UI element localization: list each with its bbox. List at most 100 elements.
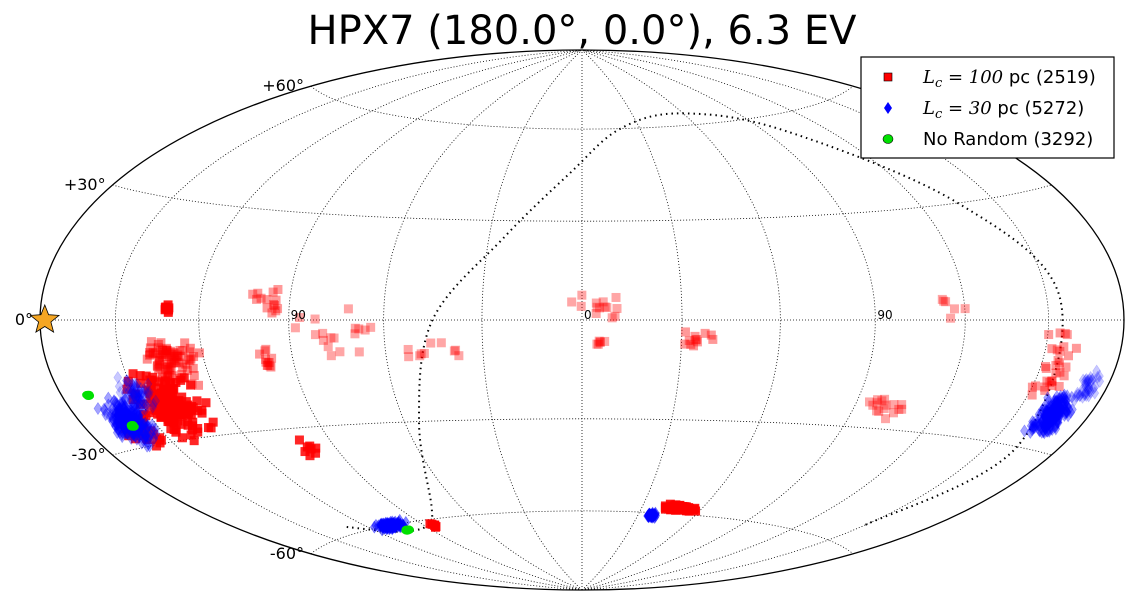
data-point: [690, 331, 700, 341]
data-point: [1047, 376, 1057, 386]
data-point: [165, 370, 175, 380]
data-point: [1048, 410, 1058, 424]
data-point: [161, 364, 171, 374]
data-point: [161, 345, 171, 355]
data-point: [183, 420, 193, 430]
data-point: [1052, 403, 1062, 417]
data-point: [1049, 406, 1059, 420]
data-point: [130, 429, 140, 443]
data-point: [1042, 407, 1052, 421]
data-point: [1035, 410, 1044, 424]
data-point: [1063, 409, 1073, 423]
data-point: [117, 425, 127, 439]
data-point: [138, 418, 148, 432]
data-point: [1055, 346, 1065, 356]
data-point: [1044, 423, 1054, 437]
data-point: [607, 313, 617, 323]
data-point: [111, 420, 120, 434]
data-point: [1062, 330, 1072, 340]
data-point: [152, 362, 162, 372]
data-point: [1039, 418, 1048, 432]
data-point: [1050, 404, 1060, 419]
data-point: [387, 519, 397, 534]
data-point: [1047, 422, 1057, 437]
data-point: [881, 400, 891, 410]
data-point: [127, 385, 137, 399]
data-point: [354, 347, 364, 357]
data-point: [389, 518, 399, 532]
data-point: [189, 436, 199, 446]
data-point: [193, 427, 203, 437]
data-point: [121, 412, 130, 426]
data-point: [273, 304, 283, 314]
data-point: [1055, 403, 1065, 417]
data-point: [1045, 377, 1055, 387]
data-point: [132, 383, 142, 397]
data-point: [390, 519, 400, 533]
data-point: [264, 358, 274, 368]
data-point: [1030, 381, 1040, 391]
data-point: [1050, 393, 1059, 407]
data-point: [1051, 400, 1061, 414]
data-point: [449, 346, 459, 356]
data-point: [1045, 411, 1055, 425]
data-point: [393, 516, 403, 530]
data-point: [203, 423, 213, 433]
data-point: [208, 417, 218, 427]
series-circle: [82, 390, 414, 535]
data-point: [385, 521, 395, 535]
data-point: [1056, 389, 1065, 403]
data-point: [1041, 415, 1051, 429]
data-point: [1051, 360, 1061, 370]
data-point: [131, 401, 140, 415]
data-point: [128, 377, 138, 392]
data-point: [941, 297, 951, 307]
data-point: [160, 349, 170, 359]
data-point: [385, 520, 395, 534]
legend-marker: [884, 102, 892, 114]
data-point: [1053, 413, 1063, 427]
data-point: [108, 405, 118, 419]
data-point: [151, 348, 161, 358]
data-point: [197, 405, 207, 415]
data-point: [273, 284, 283, 294]
data-point: [310, 330, 320, 340]
data-point: [354, 324, 364, 334]
data-point: [391, 519, 401, 533]
data-point: [1051, 395, 1060, 409]
data-point: [155, 362, 165, 372]
data-point: [173, 403, 183, 413]
data-point: [662, 503, 672, 513]
data-point: [156, 350, 166, 360]
data-point: [185, 343, 195, 353]
data-point: [107, 402, 117, 416]
data-point: [130, 395, 139, 409]
data-point: [157, 371, 167, 381]
data-point: [1044, 406, 1054, 420]
data-point: [1054, 381, 1064, 391]
data-point: [395, 519, 405, 534]
data-point: [132, 377, 142, 391]
data-point: [134, 409, 144, 423]
data-point: [136, 381, 146, 396]
data-point: [248, 289, 258, 299]
data-point: [1042, 419, 1052, 433]
data-point: [1050, 400, 1060, 414]
data-point: [384, 522, 394, 536]
data-point: [1042, 409, 1051, 423]
data-point: [179, 373, 189, 383]
data-point: [1035, 418, 1045, 432]
data-point: [1037, 405, 1047, 419]
data-point: [135, 401, 145, 415]
data-point: [376, 518, 386, 532]
data-point: [101, 408, 111, 422]
data-point: [115, 426, 125, 440]
data-point: [388, 519, 398, 533]
data-point: [395, 513, 405, 527]
data-point: [326, 351, 336, 361]
data-point: [1059, 389, 1069, 404]
data-point: [376, 519, 385, 533]
data-point: [939, 296, 949, 306]
data-point: [1046, 407, 1055, 421]
data-point: [137, 424, 147, 438]
